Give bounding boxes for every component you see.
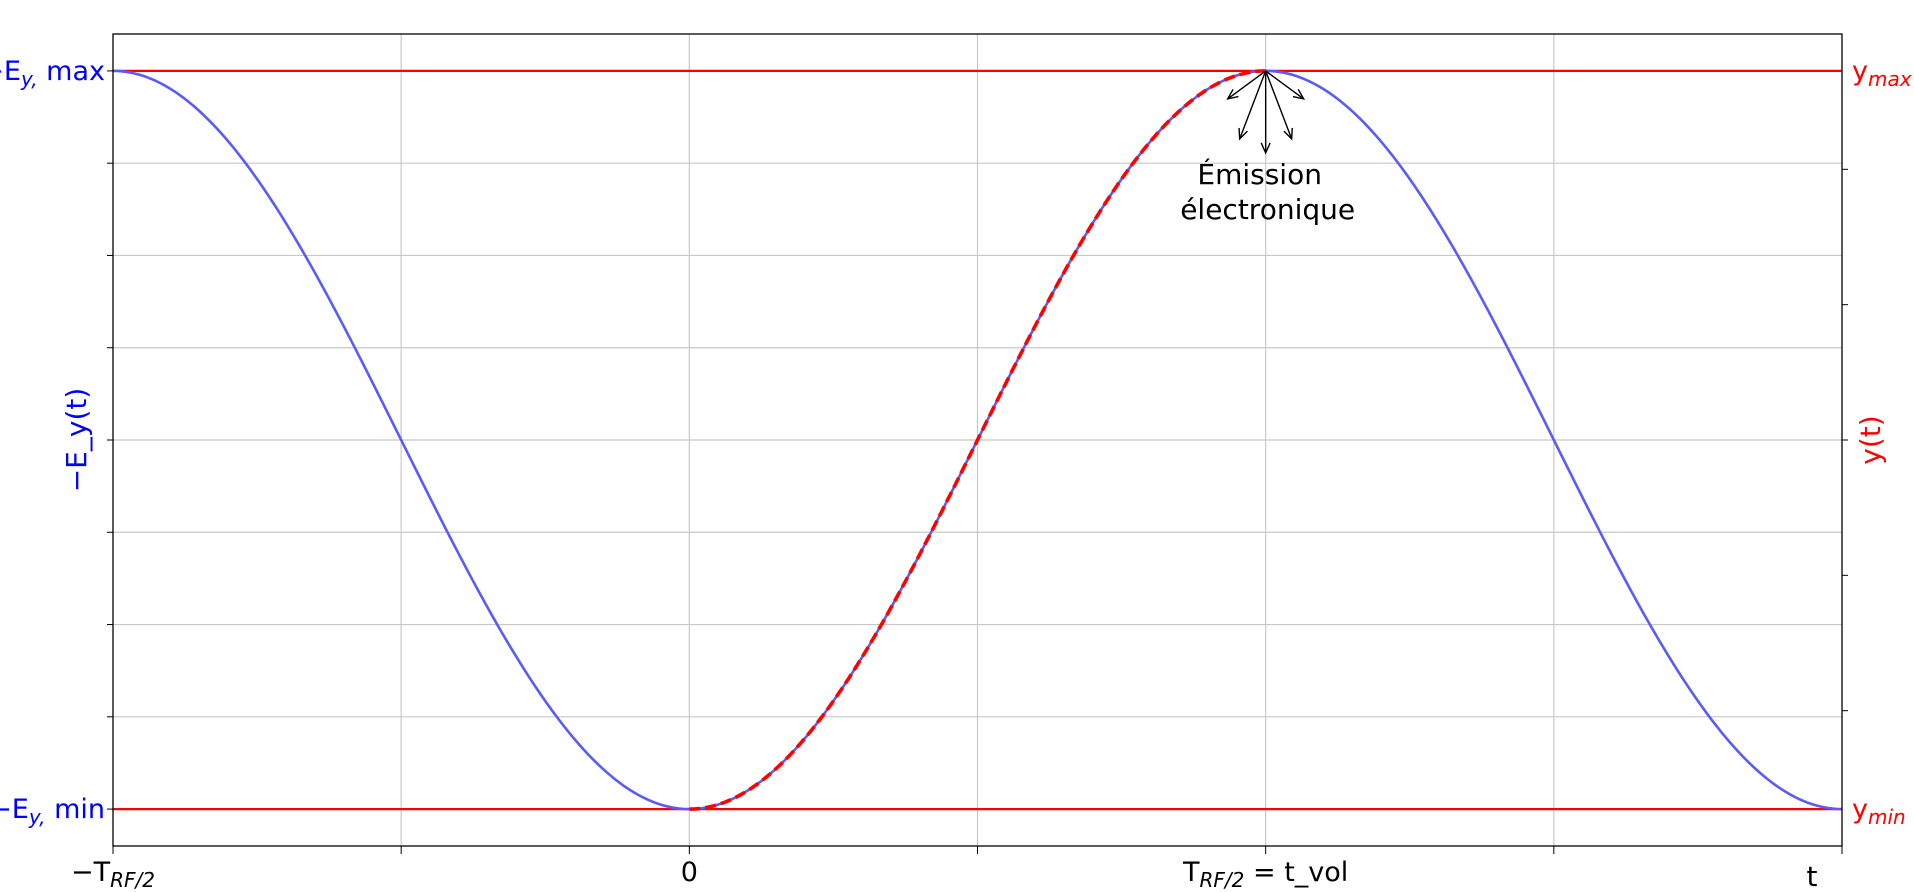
emission-arrowhead	[1226, 88, 1239, 100]
x-tick-labels: −TRF/2 0 TRF/2 = t_vol	[71, 857, 1348, 892]
plot-frame	[112, 33, 1843, 847]
emission-arrowhead	[1238, 127, 1248, 141]
right-tick-label: ymax	[1852, 56, 1912, 91]
left-axis-label: −E_y(t)	[60, 388, 93, 493]
left-tick-label: −Ey, max	[0, 56, 105, 91]
emission-arrow	[1227, 70, 1267, 100]
emission-arrows	[1226, 70, 1306, 155]
emission-arrow	[1265, 70, 1293, 140]
annotation-line-1: Émission	[1197, 157, 1322, 191]
reference-lines	[113, 69, 1842, 811]
emission-arrowhead	[1260, 142, 1271, 155]
x-tick-label: −TRF/2	[71, 857, 155, 892]
x-axis-label: t	[1807, 860, 1818, 892]
x-tick-label: 0	[681, 857, 698, 888]
series-line-trajectory	[689, 69, 1266, 811]
annotation-line-2: électronique	[1180, 193, 1355, 226]
annotation: Émission électronique	[1180, 70, 1355, 226]
emission-arrow	[1239, 70, 1267, 140]
left-tick-label: −Ey, min	[0, 794, 105, 829]
series-layer	[112, 69, 1843, 811]
x-tick-label: TRF/2 = t_vol	[1182, 857, 1348, 892]
right-tick-label: ymin	[1852, 794, 1906, 829]
minor-ticks	[107, 70, 1848, 854]
emission-arrowhead	[1283, 127, 1293, 141]
emission-arrow	[1265, 70, 1305, 100]
y-tick-labels: −Ey, max −Ey, min ymax ymin	[0, 56, 1912, 829]
emission-arrowhead	[1292, 88, 1306, 100]
right-axis-label: y(t)	[1854, 415, 1887, 464]
